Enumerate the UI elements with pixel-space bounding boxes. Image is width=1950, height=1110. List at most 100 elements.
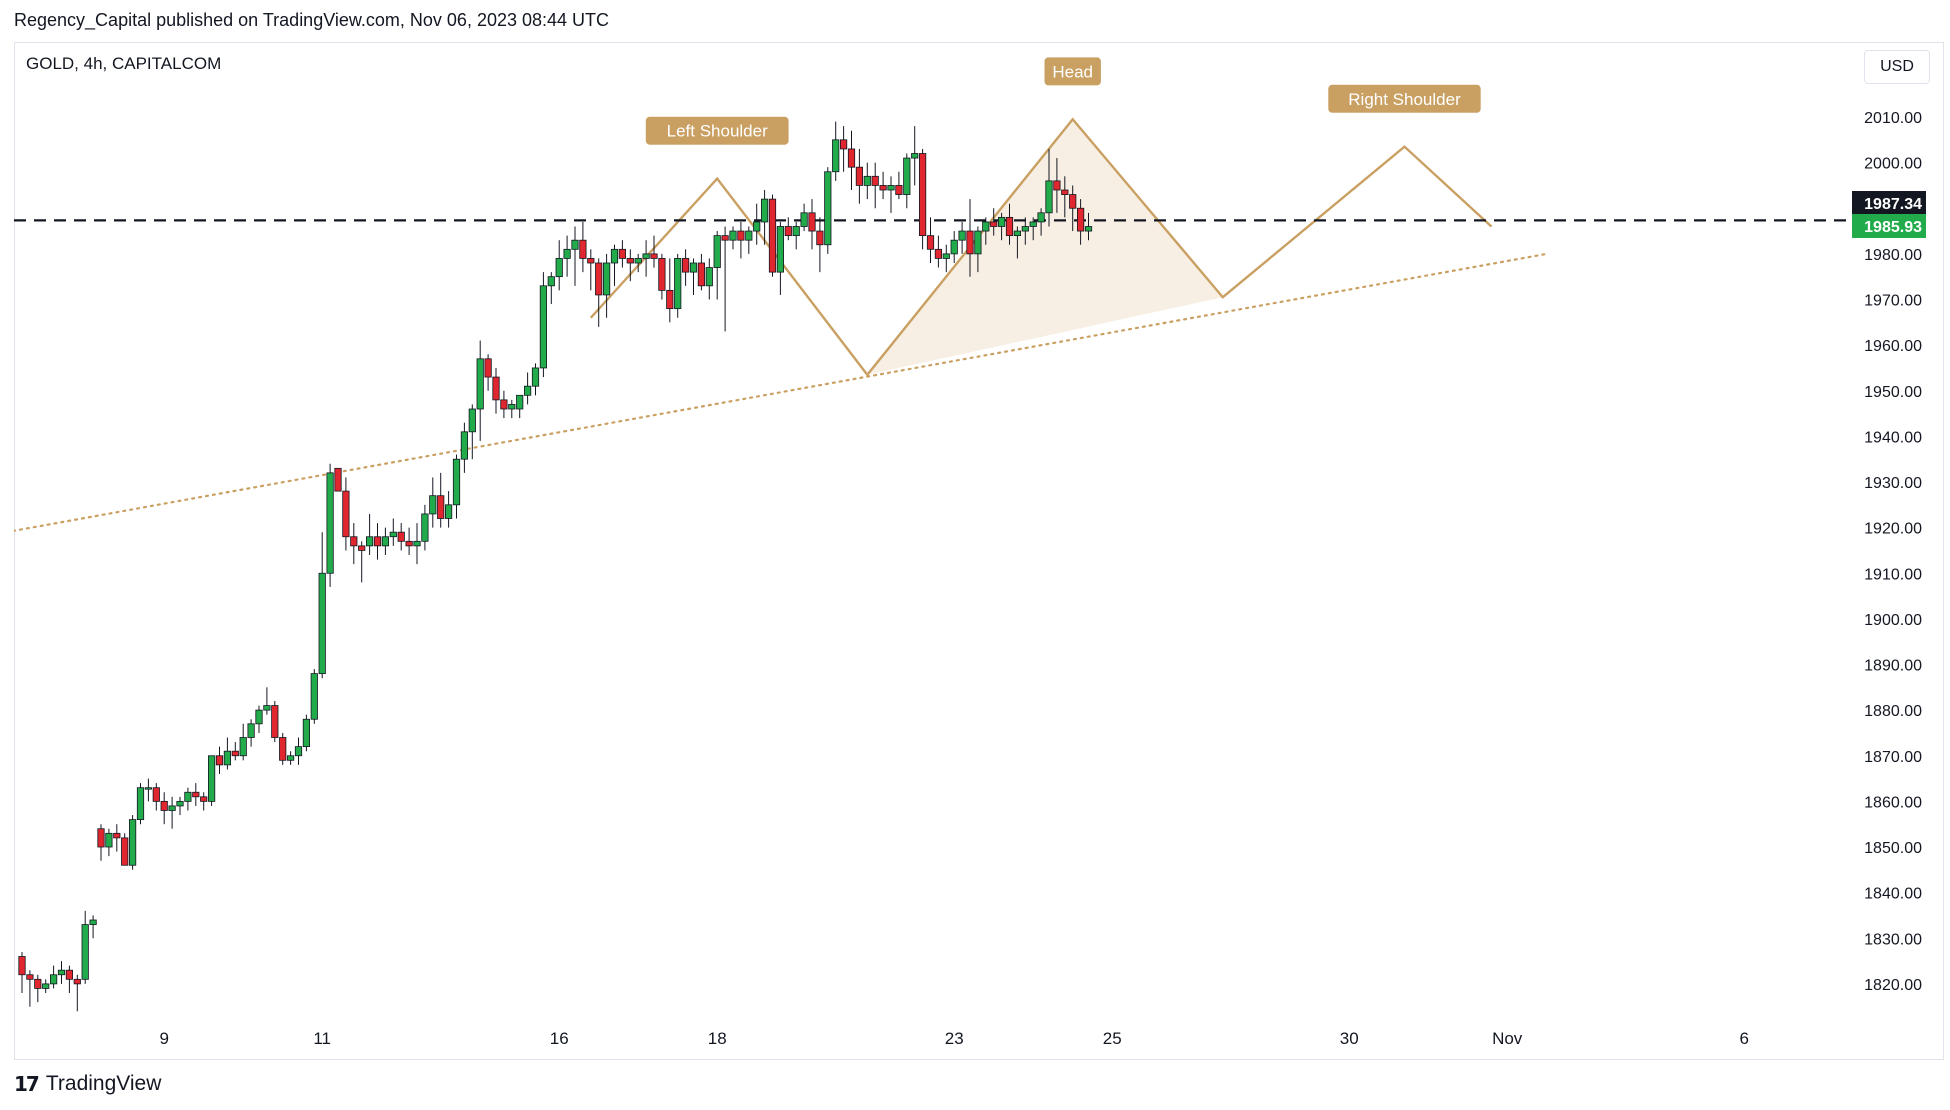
candle-body xyxy=(492,376,500,401)
candle-body xyxy=(476,358,484,410)
candle-body xyxy=(808,212,816,232)
candle-body xyxy=(97,828,105,848)
candle-body xyxy=(753,221,761,232)
candle-body xyxy=(223,750,231,766)
candle-body xyxy=(1084,226,1093,232)
y-tick-label: 1830.00 xyxy=(1864,931,1922,948)
candle-body xyxy=(302,718,311,748)
candle-body xyxy=(682,258,690,273)
price-badge-label: 1985.93 xyxy=(1864,219,1922,236)
candle-body xyxy=(373,536,382,547)
candle-body xyxy=(57,969,66,976)
candle-body xyxy=(966,230,974,255)
candle-body xyxy=(658,258,666,291)
candle-body xyxy=(784,226,792,237)
candle-body xyxy=(1013,230,1022,237)
candle-body xyxy=(737,230,745,241)
x-tick-label: 23 xyxy=(945,1029,964,1048)
y-tick-label: 1980.00 xyxy=(1864,247,1922,264)
candle-body xyxy=(792,226,800,237)
candle-body xyxy=(847,148,856,168)
candle-body xyxy=(144,787,152,790)
candle-body xyxy=(516,394,524,410)
pattern-label: Head xyxy=(1052,62,1093,81)
candle-body xyxy=(271,705,279,738)
candle-body xyxy=(429,495,437,515)
candle-body xyxy=(1061,189,1069,195)
candle-body xyxy=(761,198,769,223)
price-badge xyxy=(1852,214,1926,238)
candle-body xyxy=(192,791,200,798)
brand-name: TradingView xyxy=(45,1072,162,1095)
candle-body xyxy=(626,258,634,264)
candle-body xyxy=(800,212,808,227)
candle-body xyxy=(618,248,627,259)
candle-body xyxy=(89,919,97,925)
candle-body xyxy=(452,458,461,506)
price-badge-label: 1987.34 xyxy=(1864,196,1922,213)
currency-button[interactable]: USD xyxy=(1864,50,1930,84)
pattern-label: Right Shoulder xyxy=(1348,90,1461,109)
candle-body xyxy=(421,513,429,542)
y-tick-label: 1940.00 xyxy=(1864,429,1922,446)
candle-body xyxy=(310,673,318,720)
candle-body xyxy=(840,139,848,150)
pattern-label-box xyxy=(1328,84,1481,113)
candle-body xyxy=(279,737,287,761)
candle-body xyxy=(350,536,358,547)
candle-body xyxy=(286,755,295,761)
candle-body xyxy=(776,226,785,273)
y-tick-label: 1920.00 xyxy=(1864,521,1922,538)
candle-body xyxy=(958,230,966,241)
y-tick-label: 1890.00 xyxy=(1864,658,1922,675)
y-tick-label: 1840.00 xyxy=(1864,886,1922,903)
candle-body xyxy=(358,545,366,551)
candle-body xyxy=(168,805,176,811)
candle-body xyxy=(721,235,729,241)
candle-body xyxy=(468,408,476,433)
y-tick-label: 1880.00 xyxy=(1864,703,1922,720)
candle-body xyxy=(1021,226,1029,232)
candle-body xyxy=(729,230,737,241)
candle-body xyxy=(1029,221,1037,227)
candle-body xyxy=(444,504,453,519)
candle-body xyxy=(824,171,832,246)
candle-body xyxy=(531,367,540,387)
pattern-label-box xyxy=(1044,57,1101,86)
candle-body xyxy=(405,540,413,547)
x-tick-label: 6 xyxy=(1739,1029,1748,1048)
y-tick-label: 1900.00 xyxy=(1864,612,1922,629)
candle-body xyxy=(215,755,224,766)
neckline xyxy=(14,252,1548,532)
candle-body xyxy=(105,832,113,848)
candle-body xyxy=(113,832,121,839)
tradingview-logo-icon: 𝟭𝟳 xyxy=(14,1072,40,1096)
candle-body xyxy=(176,800,184,807)
candle-body xyxy=(855,166,864,186)
candle-body xyxy=(73,978,81,985)
y-tick-label: 1910.00 xyxy=(1864,566,1922,583)
candle-body xyxy=(1069,194,1077,209)
candle-body xyxy=(239,737,247,757)
candle-body xyxy=(500,399,508,410)
candle-body xyxy=(81,924,89,980)
symbol-line: GOLD, 4h, CAPITALCOM xyxy=(26,54,222,73)
candle-body xyxy=(539,285,548,369)
candle-body xyxy=(365,536,374,547)
candle-body xyxy=(863,175,871,186)
candle-body xyxy=(768,198,777,273)
candle-body xyxy=(871,175,879,186)
candle-body xyxy=(879,185,887,191)
candle-body xyxy=(887,185,895,191)
y-tick-label: 1850.00 xyxy=(1864,840,1922,857)
candle-body xyxy=(152,787,160,802)
candle-body xyxy=(389,531,397,538)
candle-body xyxy=(982,221,990,232)
y-tick-label: 1870.00 xyxy=(1864,749,1922,766)
candle-body xyxy=(460,431,469,460)
pattern-line xyxy=(589,117,1493,377)
tradingview-brand[interactable]: 𝟭𝟳 TradingView xyxy=(14,1072,161,1096)
candle-body xyxy=(998,216,1006,227)
candle-body xyxy=(508,404,516,410)
